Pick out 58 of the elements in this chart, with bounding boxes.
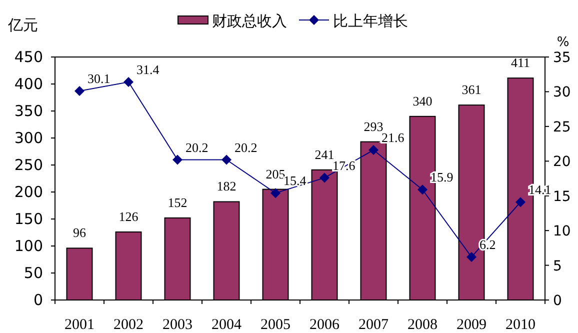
y-tick-label: 250 (14, 156, 43, 174)
data-label: 205 (266, 166, 286, 182)
y2-axis-title: % (556, 35, 570, 50)
point (368, 145, 378, 156)
data-label: 20.2 (234, 140, 258, 155)
data-label: 15.4 (284, 173, 307, 188)
data-label: 361 (462, 82, 482, 98)
y2-tick-label: 35 (553, 50, 571, 66)
y2-tick-label: 20 (553, 154, 571, 170)
data-label: 411 (510, 55, 530, 70)
point (270, 188, 280, 198)
point (320, 172, 330, 183)
x-tick-label: 2010 (506, 317, 536, 333)
x-tick-label: 2007 (358, 317, 389, 333)
y2-tick-label: 0 (553, 293, 562, 309)
x-tick-label: 2004 (212, 317, 242, 333)
data-label: 21.6 (382, 130, 405, 146)
y2-tick-label: 10 (553, 224, 571, 240)
data-label: 340 (412, 93, 432, 108)
x-tick-label: 2003 (162, 317, 192, 333)
y-tick-label: 150 (14, 210, 43, 228)
x-tick-label: 2002 (114, 317, 144, 333)
point (418, 184, 428, 195)
x-tick-label: 2008 (408, 317, 438, 333)
data-label: 182 (216, 178, 236, 194)
data-label: 293 (364, 118, 384, 134)
point (172, 154, 182, 165)
x-tick-label: 2009 (456, 317, 486, 333)
legend-label: 财政总收入 (212, 12, 287, 30)
y-tick-label: 400 (14, 75, 43, 93)
data-label: 152 (168, 194, 188, 210)
data-label: 241 (314, 146, 334, 162)
point (124, 76, 134, 87)
y-tick-label: 200 (14, 183, 43, 201)
y2-tick-label: 15 (553, 188, 571, 205)
x-tick-label: 2005 (260, 317, 290, 333)
point (516, 197, 526, 208)
point (466, 252, 476, 262)
y2-tick-label: 5 (553, 258, 562, 274)
y-tick-label: 300 (14, 129, 43, 147)
y-tick-label: 0 (33, 291, 43, 309)
point (222, 154, 232, 165)
x-tick-label: 2001 (64, 317, 94, 333)
data-label: 126 (118, 208, 139, 224)
data-label: 30.1 (88, 71, 110, 86)
x-tick-label: 2006 (310, 317, 340, 333)
y-tick-label: 100 (14, 237, 43, 255)
y-tick-label: 450 (14, 48, 43, 66)
y-tick-label: 50 (24, 264, 43, 282)
y-tick-label: 350 (14, 102, 43, 120)
data-label: 20.2 (186, 140, 208, 155)
y2-tick-label: 25 (553, 119, 571, 136)
point (74, 86, 84, 96)
legend-label: 比上年增长 (333, 12, 408, 30)
y-axis-title: 亿元 (7, 16, 38, 34)
data-label: 96 (73, 225, 86, 240)
data-label: 31.4 (136, 62, 160, 77)
y2-tick-label: 30 (553, 84, 571, 101)
